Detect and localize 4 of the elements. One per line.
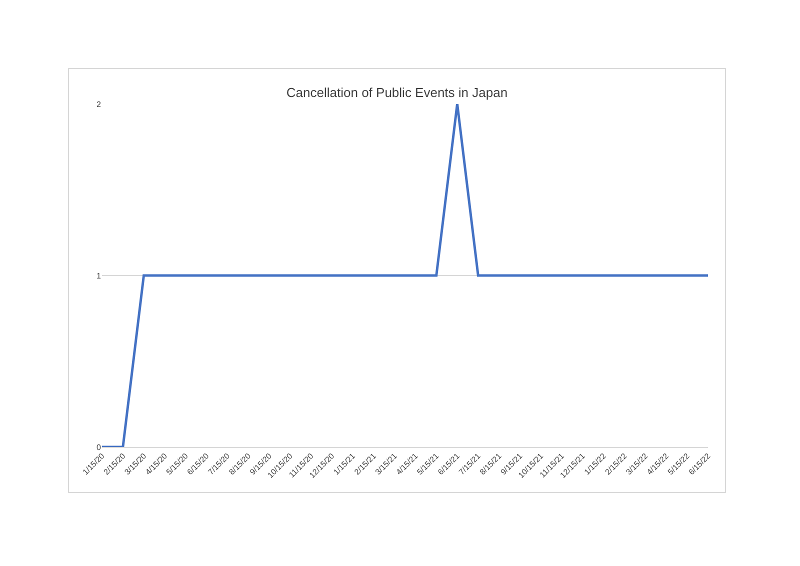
chart-title: Cancellation of Public Events in Japan [286, 85, 508, 100]
y-tick-label: 1 [96, 271, 102, 280]
y-tick-label: 0 [96, 442, 102, 452]
y-tick-label: 2 [96, 100, 102, 109]
